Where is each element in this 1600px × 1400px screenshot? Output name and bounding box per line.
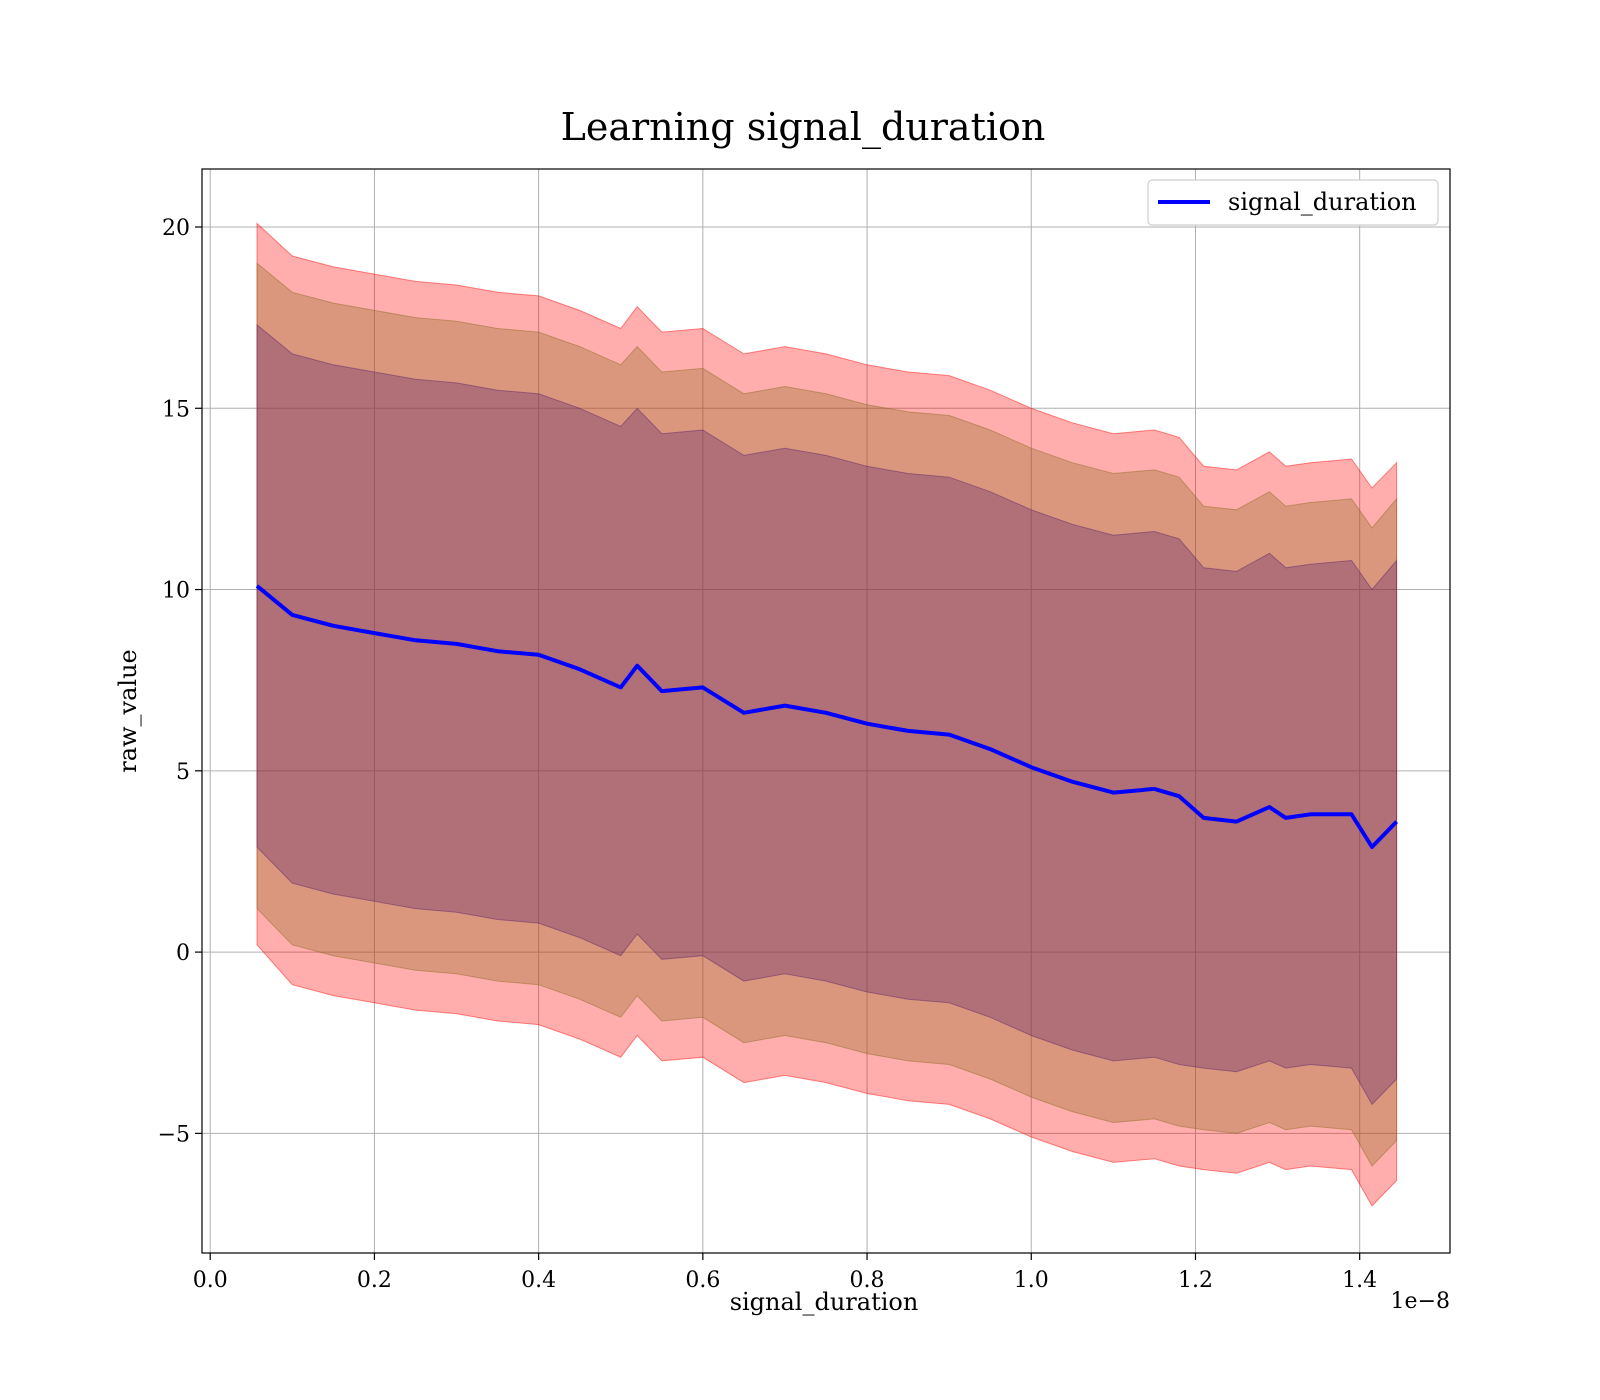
- y-tick-label: 10: [162, 579, 190, 604]
- y-tick-label: 20: [162, 216, 190, 241]
- series-line-signal-duration: [255, 584, 1399, 849]
- x-tick-label: 0.4: [521, 1268, 556, 1293]
- grid-layer: [202, 169, 1450, 1253]
- x-axis-label: signal_duration: [730, 1288, 919, 1316]
- x-axis-offset-label: 1e−8: [1391, 1289, 1450, 1314]
- y-tick-label: −5: [158, 1122, 190, 1147]
- y-tick-label: 5: [176, 760, 190, 785]
- y-tick-label: 15: [162, 397, 190, 422]
- x-tick-label: 1.2: [1178, 1268, 1213, 1293]
- x-tick-label: 0.6: [685, 1268, 720, 1293]
- plot-frame: [201, 168, 1451, 1254]
- legend-label-signal-duration: signal_duration: [1228, 188, 1417, 216]
- chart-title: Learning signal_duration: [561, 105, 1046, 150]
- legend: signal_duration: [1147, 179, 1439, 226]
- line-layer: [255, 584, 1399, 849]
- tick-layer: 0.0 0.2 0.4 0.6 0.8 1.0 1.2 1.4 −5 0 5 10 15 20: [158, 216, 1378, 1293]
- x-tick-label: 0.0: [193, 1268, 228, 1293]
- x-tick-label: 0.2: [357, 1268, 392, 1293]
- y-axis-label: raw_value: [114, 649, 142, 773]
- legend-box: [1147, 179, 1439, 226]
- x-tick-label: 0.8: [850, 1268, 885, 1293]
- x-tick-label: 1.4: [1342, 1268, 1377, 1293]
- band-layer: [256, 222, 1398, 1207]
- y-tick-label: 0: [176, 941, 190, 966]
- x-tick-label: 1.0: [1014, 1268, 1049, 1293]
